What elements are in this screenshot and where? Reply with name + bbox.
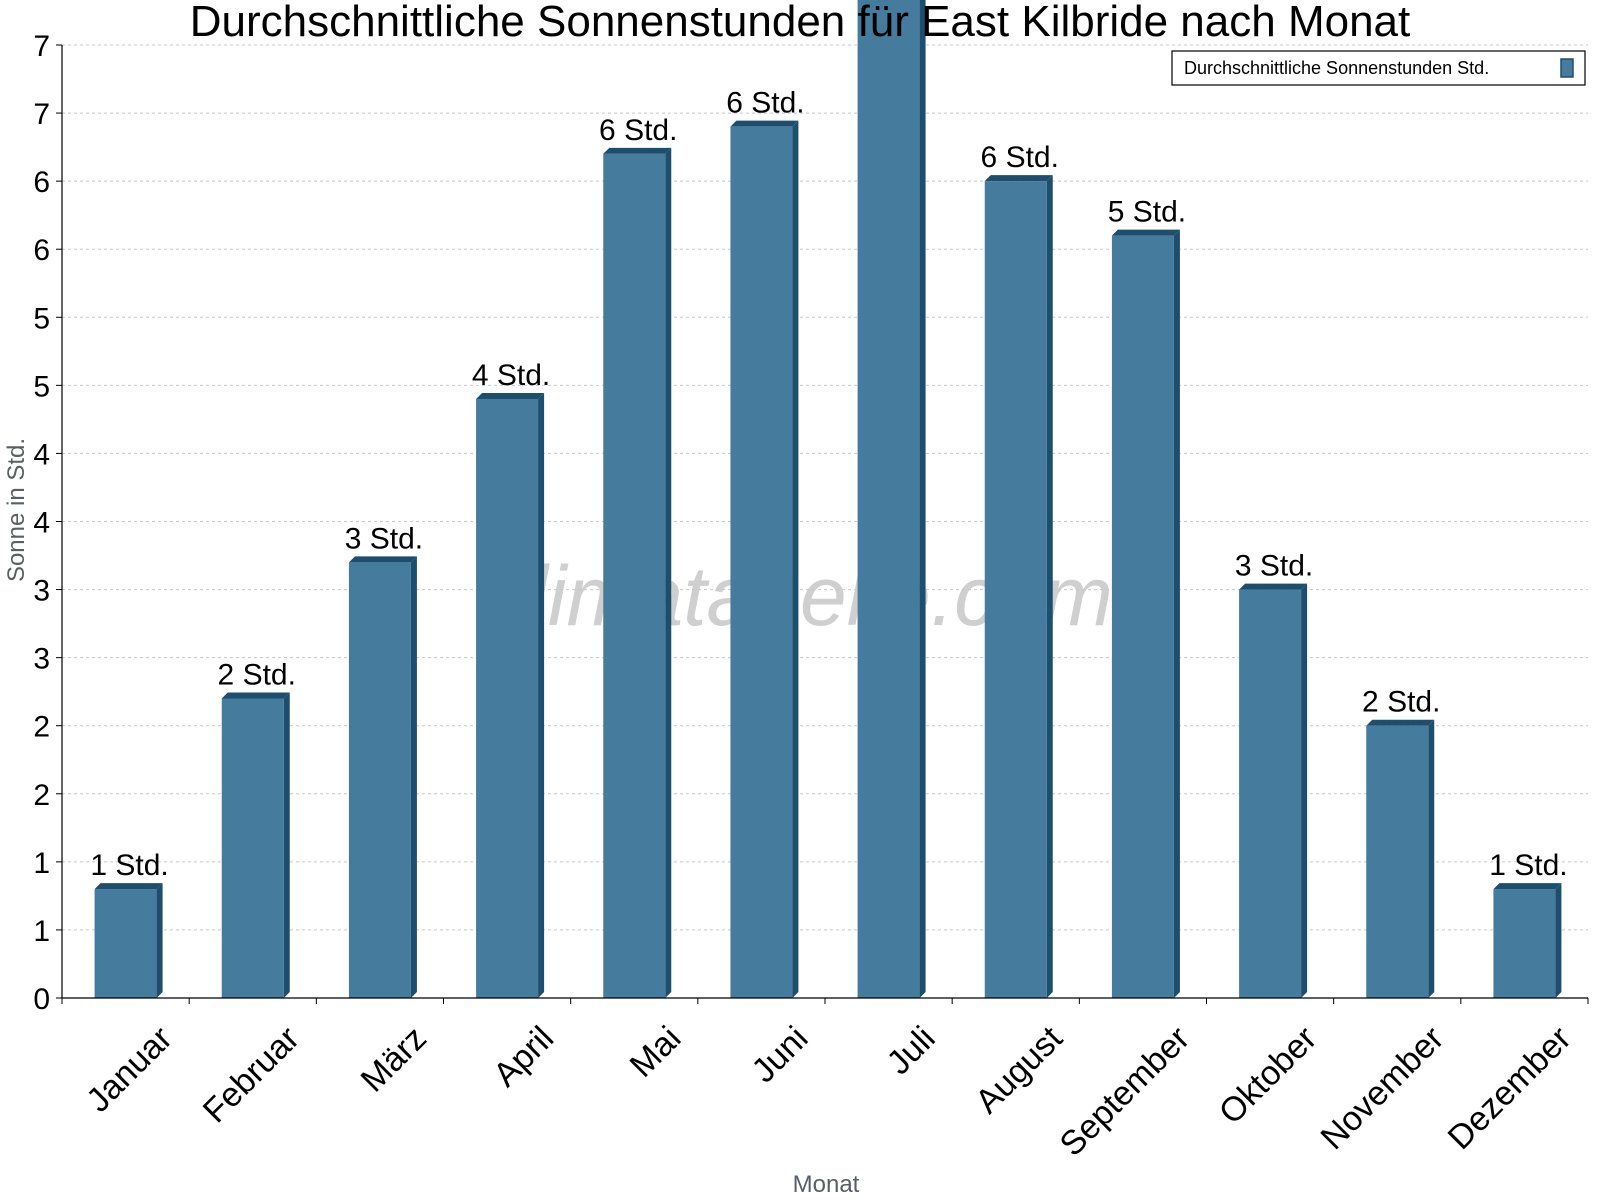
- bar-side: [410, 556, 417, 998]
- y-axis-title: Sonne in Std.: [3, 438, 30, 582]
- bar: [1111, 235, 1174, 999]
- bar-top: [603, 147, 672, 154]
- bar-top: [348, 556, 417, 563]
- x-tick-label: September: [1053, 1019, 1197, 1163]
- bar-top: [1366, 719, 1435, 726]
- bar-top: [730, 120, 799, 127]
- bar-group: [1239, 583, 1308, 998]
- x-tick-label: Juni: [745, 1019, 816, 1090]
- bar-group: [348, 556, 417, 998]
- x-tick-label: Januar: [79, 1019, 179, 1119]
- y-tick-label: 5: [33, 370, 50, 403]
- y-tick-labels: 0 1 1 2 2 3 3 4 4 5 5 6 6 7 7: [33, 30, 50, 1016]
- data-label: 2 Std.: [218, 658, 296, 691]
- bar-group: [1493, 883, 1562, 998]
- bar-group: [730, 120, 799, 998]
- bar-group: [603, 147, 672, 998]
- data-label: 1 Std.: [1489, 849, 1567, 882]
- y-tick-label: 4: [33, 507, 50, 540]
- bar: [603, 153, 666, 998]
- bar-side: [1555, 883, 1562, 998]
- bar: [1493, 889, 1556, 998]
- y-tick-label: 6: [33, 166, 50, 199]
- bar-side: [1046, 175, 1053, 999]
- y-tick-label: 5: [33, 302, 50, 335]
- x-tick-label: August: [968, 1019, 1070, 1121]
- bar: [476, 398, 539, 998]
- bar-top: [94, 883, 163, 890]
- y-tick-label: 2: [33, 779, 50, 812]
- y-tick-label: 6: [33, 234, 50, 267]
- bar-side: [538, 392, 545, 998]
- bar: [984, 181, 1047, 999]
- x-tick-label: März: [354, 1019, 434, 1099]
- bar-group: [221, 692, 290, 998]
- x-axis-title: Monat: [793, 1171, 860, 1198]
- data-label: 6 Std.: [599, 114, 677, 147]
- y-tick-label: 3: [33, 643, 50, 676]
- bar-side: [665, 147, 672, 998]
- data-label: 5 Std.: [1108, 196, 1186, 229]
- bar: [1239, 589, 1302, 998]
- bar: [221, 698, 284, 998]
- bar-side: [1173, 229, 1180, 999]
- y-tick-label: 1: [33, 847, 50, 880]
- axes: [56, 44, 1589, 1004]
- bar-side: [283, 692, 290, 998]
- x-tick-label: Mai: [623, 1019, 689, 1085]
- bar-group: [984, 175, 1053, 999]
- bar-group: [1111, 229, 1180, 999]
- bar: [857, 0, 920, 999]
- bar-side: [792, 120, 799, 998]
- data-label: 6 Std.: [726, 87, 804, 120]
- data-label: 3 Std.: [1235, 550, 1313, 583]
- x-tick-labels: Januar Februar März April Mai Juni Juli AugustS…: [79, 1019, 1578, 1164]
- y-tick-label: 2: [33, 711, 50, 744]
- x-tick-label: November: [1314, 1019, 1452, 1157]
- bar: [348, 562, 411, 998]
- x-tick-label: April: [486, 1019, 561, 1094]
- bar-side: [919, 0, 926, 998]
- chart-title: Durchschnittliche Sonnenstunden für East…: [190, 0, 1410, 46]
- bar-group: [94, 883, 163, 998]
- x-tick-label: Dezember: [1441, 1019, 1579, 1157]
- bar-side: [156, 883, 163, 998]
- bar-top: [221, 692, 290, 699]
- legend-label: Durchschnittliche Sonnenstunden Std.: [1184, 58, 1489, 78]
- bar-side: [1428, 719, 1435, 998]
- data-label: 1 Std.: [90, 849, 168, 882]
- legend-swatch: [1560, 58, 1574, 78]
- bar-group: [857, 0, 926, 999]
- legend: Durchschnittliche Sonnenstunden Std.: [1171, 50, 1586, 86]
- data-label: 2 Std.: [1362, 686, 1440, 719]
- grid-lines: [62, 44, 1588, 931]
- bar-side: [1301, 583, 1308, 998]
- bar-group: [1366, 719, 1435, 998]
- x-tick-label: Februar: [196, 1019, 307, 1130]
- bar-top: [1111, 229, 1180, 236]
- x-tick-label: Juli: [880, 1019, 943, 1082]
- y-tick-label: 1: [33, 915, 50, 948]
- bar: [730, 126, 793, 998]
- y-tick-label: 3: [33, 575, 50, 608]
- bars: [94, 0, 1562, 999]
- x-tick-label: Oktober: [1212, 1019, 1324, 1131]
- bar-top: [476, 392, 545, 399]
- data-label: 4 Std.: [472, 359, 550, 392]
- legend-box: [1171, 50, 1586, 86]
- bar: [94, 889, 157, 998]
- bar-top: [1239, 583, 1308, 590]
- bar-group: [476, 392, 545, 998]
- data-label: 3 Std.: [345, 522, 423, 555]
- y-tick-label: 7: [33, 98, 50, 131]
- y-tick-label: 0: [33, 983, 50, 1016]
- bar: [1366, 725, 1429, 998]
- bar-top: [1493, 883, 1562, 890]
- y-tick-label: 7: [33, 30, 50, 63]
- y-tick-label: 4: [33, 438, 50, 471]
- bar-top: [984, 175, 1053, 182]
- data-labels: 1 Std.2 Std.3 Std.4 Std.6 Std.6 Std.7 St…: [90, 87, 1567, 882]
- data-label: 6 Std.: [981, 141, 1059, 174]
